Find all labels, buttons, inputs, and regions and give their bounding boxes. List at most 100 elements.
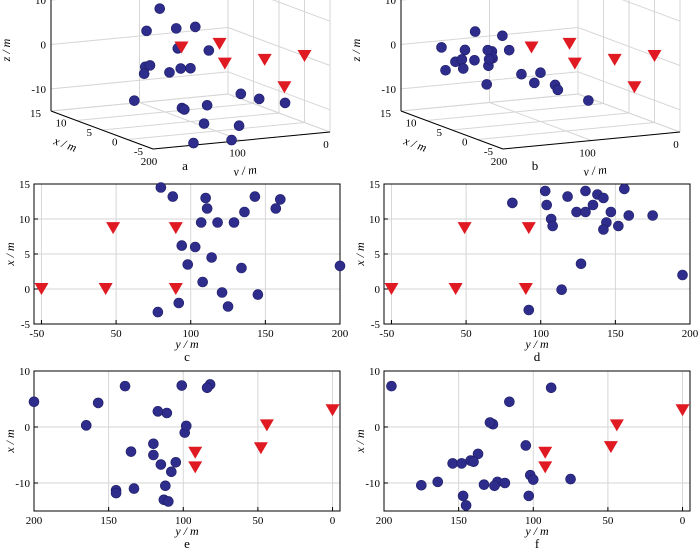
source-point: [527, 474, 539, 485]
source-point: [503, 44, 515, 56]
receiver-marker: [627, 81, 642, 94]
source-point: [571, 206, 582, 218]
source-point: [647, 210, 658, 221]
source-point: [482, 44, 494, 56]
source-point: [197, 276, 208, 288]
source-point: [504, 396, 515, 408]
x-tick-label: 10: [406, 118, 418, 130]
y-tick-label: 0: [25, 284, 31, 296]
source-point: [481, 79, 493, 90]
receiver-marker: [168, 283, 183, 295]
source-point: [222, 301, 234, 312]
wall-grid-line: [400, 27, 579, 45]
source-point: [499, 477, 511, 489]
source-point: [164, 67, 175, 78]
y-tick-label: 200: [141, 156, 158, 168]
x-tick-label: 100: [532, 328, 549, 340]
source-point: [386, 380, 397, 392]
x-tick-label: 0: [39, 328, 45, 340]
x-tick-label: -5: [134, 146, 144, 158]
receiver-marker: [607, 53, 622, 66]
source-point: [195, 217, 207, 228]
source-point: [161, 407, 173, 419]
x-axis-label: y / m: [524, 337, 549, 351]
axis-x-line: [50, 110, 154, 150]
source-point: [119, 380, 131, 392]
source-point: [235, 88, 247, 100]
y-axis-label: x / m: [3, 242, 17, 267]
receiver-marker: [174, 41, 189, 54]
y-tick-label: 15: [19, 179, 31, 191]
x-tick-label: 200: [26, 515, 43, 527]
source-point: [539, 185, 551, 197]
z-tick-label: 0: [391, 40, 397, 52]
x-axis-label: x / m: [51, 133, 79, 155]
source-point: [170, 456, 182, 468]
receiver-marker: [538, 446, 553, 459]
y-tick-label: 10: [369, 214, 381, 226]
source-point: [535, 67, 546, 79]
x-tick-label: 100: [182, 328, 199, 340]
source-point: [459, 44, 471, 56]
source-point: [228, 217, 240, 228]
source-point: [416, 479, 427, 491]
wall-grid-line: [227, 27, 331, 66]
receiver-marker: [567, 57, 582, 70]
source-point: [523, 304, 535, 316]
source-point: [212, 217, 223, 228]
source-point: [253, 93, 265, 105]
receiver-marker: [647, 50, 662, 62]
source-point: [547, 220, 558, 232]
source-point: [619, 183, 630, 195]
x-tick-label: -5: [484, 146, 494, 158]
source-point: [110, 487, 122, 499]
receiver-marker: [384, 283, 399, 295]
y-tick-label: 0: [375, 284, 381, 296]
x-tick-label: 0: [330, 515, 336, 527]
receiver-marker: [259, 419, 274, 432]
source-point: [201, 203, 213, 214]
source-point: [125, 446, 137, 457]
receiver-marker: [257, 53, 272, 66]
receiver-marker: [325, 404, 340, 417]
receiver-marker: [603, 441, 618, 454]
x-tick-label: 200: [376, 515, 393, 527]
y-tick-label: 0: [323, 139, 329, 151]
y-tick-label: 200: [491, 156, 508, 168]
source-point: [489, 480, 500, 492]
receiver-marker: [106, 222, 121, 235]
source-point: [523, 490, 535, 502]
receiver-marker: [521, 222, 536, 235]
source-point: [432, 476, 444, 488]
source-point: [188, 137, 199, 149]
source-point: [484, 417, 496, 428]
x-tick-label: 50: [252, 515, 264, 527]
receiver-marker: [217, 57, 232, 70]
x-tick-label: 0: [389, 328, 395, 340]
x-axis-label: y / m: [524, 524, 549, 538]
source-point: [469, 26, 481, 37]
y-tick-label: 0: [673, 139, 679, 151]
x-tick-label: 10: [56, 118, 68, 130]
source-point: [556, 284, 567, 295]
source-point: [460, 500, 472, 511]
source-point: [239, 206, 250, 218]
source-point: [160, 480, 171, 492]
x-tick-label: 200: [682, 328, 699, 340]
receiver-marker: [253, 442, 268, 455]
source-point: [152, 406, 164, 417]
panel-label: d: [534, 349, 541, 364]
panel-label: b: [532, 158, 539, 173]
x-tick-label: 0: [462, 137, 468, 149]
wall-grid-line: [577, 93, 681, 133]
wall-grid-line: [227, 71, 331, 111]
source-point: [580, 185, 591, 197]
y-tick-label: -5: [21, 319, 31, 331]
receiver-marker: [297, 50, 312, 62]
source-point: [144, 60, 156, 71]
source-point: [201, 99, 213, 111]
receiver-marker: [277, 81, 292, 94]
source-point: [270, 203, 282, 214]
plot-frame: [33, 370, 341, 512]
